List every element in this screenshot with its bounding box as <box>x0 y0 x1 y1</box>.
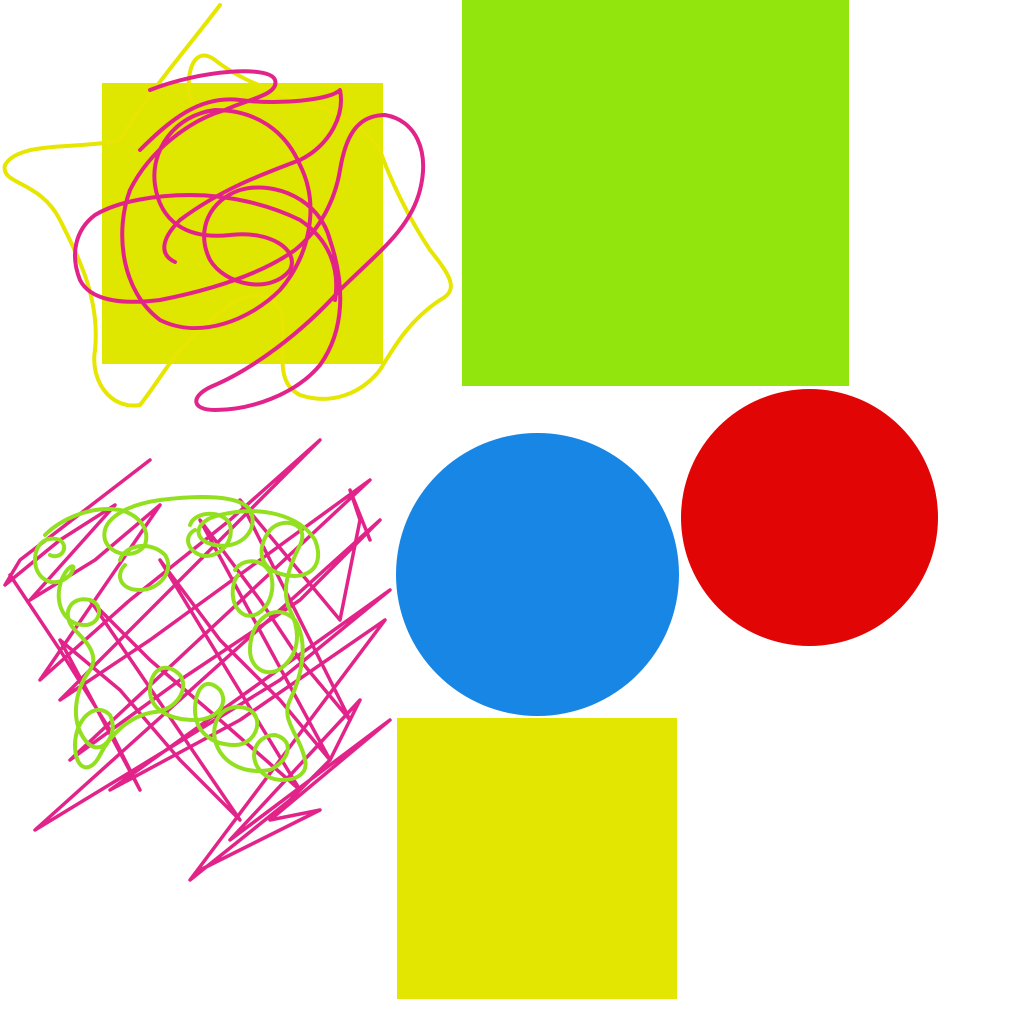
yellow-square-bottom <box>397 718 677 999</box>
yellow-square-top <box>102 83 383 364</box>
red-circle <box>681 389 938 646</box>
green-loop-scribble <box>33 495 321 782</box>
blue-circle <box>396 433 679 716</box>
magenta-zigzag-scribble-2 <box>8 488 372 822</box>
green-square <box>462 0 849 386</box>
magenta-zigzag-scribble <box>3 438 392 882</box>
